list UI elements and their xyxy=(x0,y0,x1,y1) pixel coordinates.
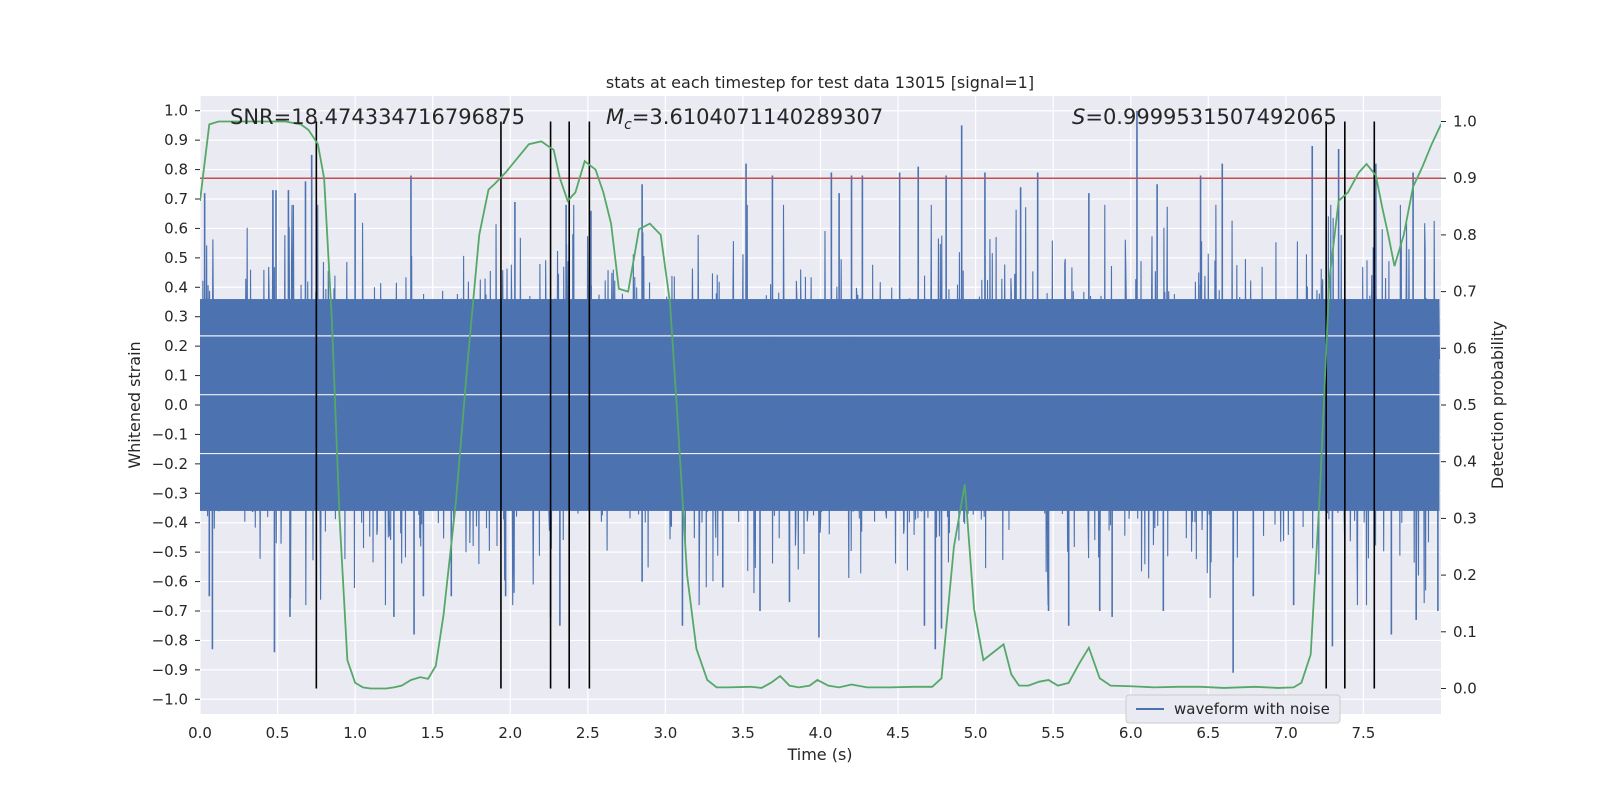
y-left-tick-label: 0.6 xyxy=(164,219,188,237)
chirp-mass-symbol: M xyxy=(606,105,624,129)
x-tick-label: 5.5 xyxy=(1041,724,1065,742)
y-right-tick-label: 0.5 xyxy=(1453,396,1477,414)
y-left-axis-title: Whitened strain xyxy=(125,341,144,468)
y-left-tick-label: −0.4 xyxy=(152,514,188,532)
x-tick-label: 1.5 xyxy=(421,724,445,742)
y-left-tick-label: 0.8 xyxy=(164,161,188,179)
y-left-tick-label: −0.6 xyxy=(152,573,188,591)
legend-label-waveform: waveform with noise xyxy=(1174,700,1330,718)
y-right-tick-label: 0.3 xyxy=(1453,509,1477,527)
y-left-tick-label: 0.2 xyxy=(164,337,188,355)
x-tick-label: 5.0 xyxy=(964,724,988,742)
y-left-tick-label: −1.0 xyxy=(152,690,188,708)
probability-layer xyxy=(200,120,1441,690)
chirp-mass-annotation: Mc=3.6104071140289307 xyxy=(606,105,883,133)
legend-box xyxy=(1125,694,1341,724)
y-left-tick-label: 0.7 xyxy=(164,190,188,208)
x-tick-label: 6.0 xyxy=(1119,724,1143,742)
x-tick-label: 6.5 xyxy=(1196,724,1220,742)
y-left-tick-label: −0.8 xyxy=(152,631,188,649)
detection-stat-symbol: S xyxy=(1072,105,1085,129)
x-axis-title: Time (s) xyxy=(786,745,852,764)
y-right-axis-title: Detection probability xyxy=(1488,321,1507,489)
y-left-tick-label: −0.9 xyxy=(152,661,188,679)
x-tick-labels: 0.0 0.5 1.0 1.5 2.0 2.5 3.0 3.5 4.0 4.5 5.0 5.5 6.0 6… xyxy=(188,724,1375,742)
detection-stat-annotation: S=0.9999531507492065 xyxy=(1072,105,1337,129)
y-left-tick-label: −0.1 xyxy=(152,425,188,443)
vertical-lines-layer xyxy=(315,121,1376,689)
y-left-tick-label: −0.3 xyxy=(152,484,188,502)
chart-title: stats at each timestep for test data 130… xyxy=(606,73,1034,92)
probability-line xyxy=(200,120,1441,690)
x-tick-label: 7.0 xyxy=(1274,724,1298,742)
y-left-tick-label: 0.0 xyxy=(164,396,188,414)
x-tick-label: 0.0 xyxy=(188,724,212,742)
y-left-tick-label: 0.5 xyxy=(164,249,188,267)
y-right-tick-label: 0.8 xyxy=(1453,226,1477,244)
chirp-mass-subscript: c xyxy=(624,117,632,133)
x-tick-label: 7.5 xyxy=(1352,724,1376,742)
x-tick-label: 4.5 xyxy=(886,724,910,742)
x-tick-label: 0.5 xyxy=(266,724,290,742)
x-tick-label: 1.0 xyxy=(343,724,367,742)
y-right-tick-label: 0.0 xyxy=(1453,679,1477,697)
y-right-tick-label: 0.7 xyxy=(1453,283,1477,301)
y-right-tick-label: 0.9 xyxy=(1453,169,1477,187)
legend: waveform with noise xyxy=(1125,694,1341,724)
y-right-tick-label: 0.2 xyxy=(1453,566,1477,584)
chirp-mass-value: =3.6104071140289307 xyxy=(632,105,883,129)
y-left-tick-label: 1.0 xyxy=(164,102,188,120)
x-tick-label: 2.5 xyxy=(576,724,600,742)
y-left-tick-label: −0.2 xyxy=(152,455,188,473)
snr-annotation: SNR=18.474334716796875 xyxy=(230,105,525,129)
y-left-tick-label: −0.5 xyxy=(152,543,188,561)
x-tick-label: 4.0 xyxy=(809,724,833,742)
y-left-tick-label: 0.4 xyxy=(164,278,188,296)
y-left-tick-label: −0.7 xyxy=(152,602,188,620)
y-right-tick-label: 0.6 xyxy=(1453,339,1477,357)
y-right-tick-label: 1.0 xyxy=(1453,113,1477,131)
waveform-layer xyxy=(200,110,1441,673)
y-right-tick-label: 0.4 xyxy=(1453,453,1477,471)
x-tick-label: 2.0 xyxy=(498,724,522,742)
x-tick-label: 3.0 xyxy=(653,724,677,742)
y-left-tick-label: 0.1 xyxy=(164,367,188,385)
y-left-tick-labels: 1.0 0.9 0.8 0.7 0.6 0.5 0.4 0.3 0.2 0.1 0.0 −0.1 −0.… xyxy=(152,102,200,708)
y-right-tick-label: 0.1 xyxy=(1453,623,1477,641)
y-right-tick-labels: 1.0 0.9 0.8 0.7 0.6 0.5 0.4 0.3 0.2 0.1 0.0 xyxy=(1441,113,1477,697)
detection-stat-value: =0.9999531507492065 xyxy=(1085,105,1336,129)
y-left-tick-label: 0.9 xyxy=(164,131,188,149)
y-left-tick-label: 0.3 xyxy=(164,308,188,326)
x-tick-label: 3.5 xyxy=(731,724,755,742)
